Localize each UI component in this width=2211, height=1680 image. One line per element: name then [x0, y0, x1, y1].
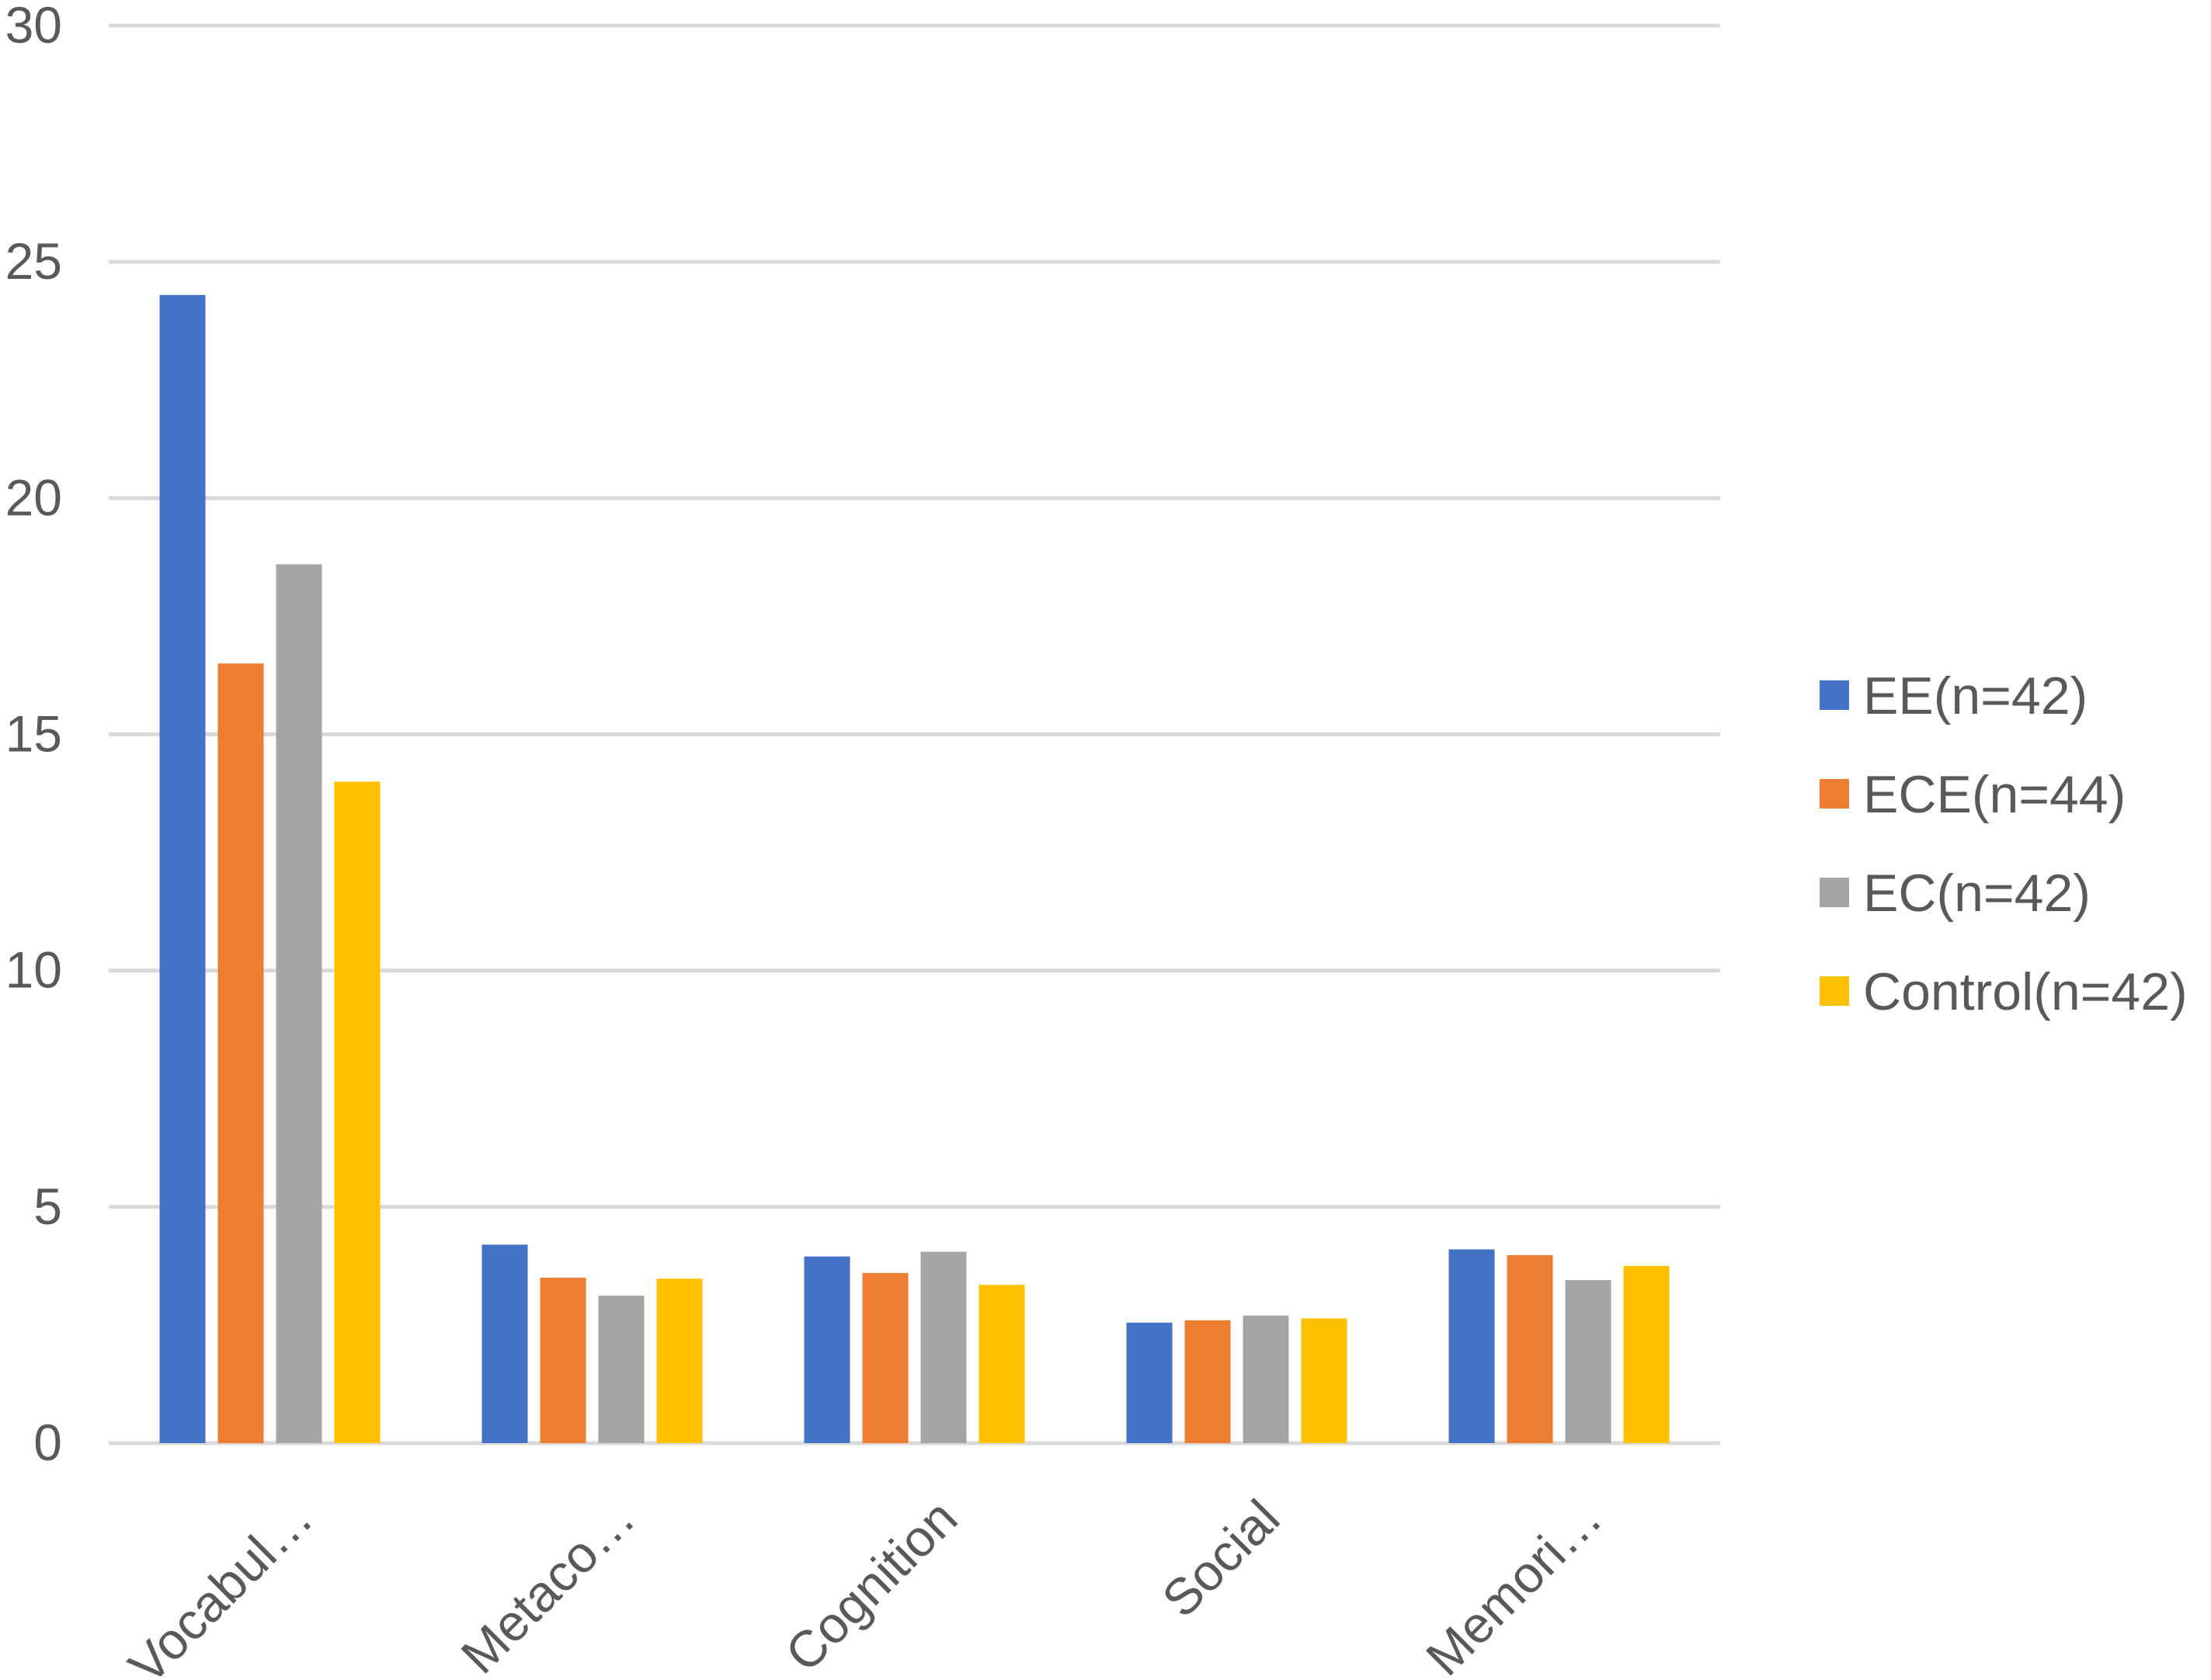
bar-ece-1 — [540, 1278, 586, 1443]
bar-ee-4 — [1448, 1249, 1495, 1443]
bar-ee-3 — [1126, 1322, 1173, 1443]
legend-label-ee: EE(n=42) — [1863, 666, 2088, 725]
bar-ee-0 — [159, 294, 206, 1443]
bar-ece-2 — [862, 1273, 909, 1443]
legend-label-ec: EC(n=42) — [1863, 864, 2091, 923]
legend: EE(n=42) ECE(n=44) EC(n=42) Control(n=42) — [1820, 666, 2188, 1021]
bar-control-3 — [1301, 1318, 1347, 1443]
bar-ece-4 — [1507, 1254, 1553, 1443]
y-tick-label-0: 0 — [33, 1414, 62, 1471]
bar-ec-1 — [598, 1296, 645, 1443]
legend-swatch-ee — [1820, 680, 1849, 710]
legend-swatch-ec — [1820, 878, 1849, 907]
bar-ec-4 — [1565, 1280, 1611, 1443]
bar-ee-2 — [804, 1256, 850, 1443]
y-tick-label-20: 20 — [5, 468, 62, 526]
y-tick-label-15: 15 — [5, 705, 62, 763]
y-tick-label-25: 25 — [5, 232, 62, 290]
bar-ece-3 — [1184, 1320, 1231, 1443]
y-tick-label-10: 10 — [5, 941, 62, 999]
bar-ee-1 — [481, 1244, 528, 1443]
legend-swatch-ece — [1820, 779, 1849, 809]
bar-control-4 — [1623, 1265, 1670, 1443]
bar-ec-3 — [1243, 1315, 1289, 1443]
bar-control-0 — [334, 781, 381, 1443]
bar-control-1 — [656, 1278, 703, 1443]
legend-label-ece: ECE(n=44) — [1863, 765, 2126, 824]
bar-ec-0 — [276, 564, 322, 1443]
bars — [159, 294, 1670, 1443]
y-axis-tick-labels: 0 5 10 15 20 25 30 — [5, 0, 62, 1471]
legend-label-control: Control(n=42) — [1863, 962, 2188, 1021]
y-tick-label-5: 5 — [33, 1177, 62, 1235]
bar-control-2 — [979, 1285, 1025, 1443]
bar-ece-0 — [217, 663, 264, 1443]
legend-swatch-control — [1820, 976, 1849, 1006]
bar-ec-2 — [920, 1251, 967, 1443]
y-tick-label-30: 30 — [5, 0, 62, 54]
